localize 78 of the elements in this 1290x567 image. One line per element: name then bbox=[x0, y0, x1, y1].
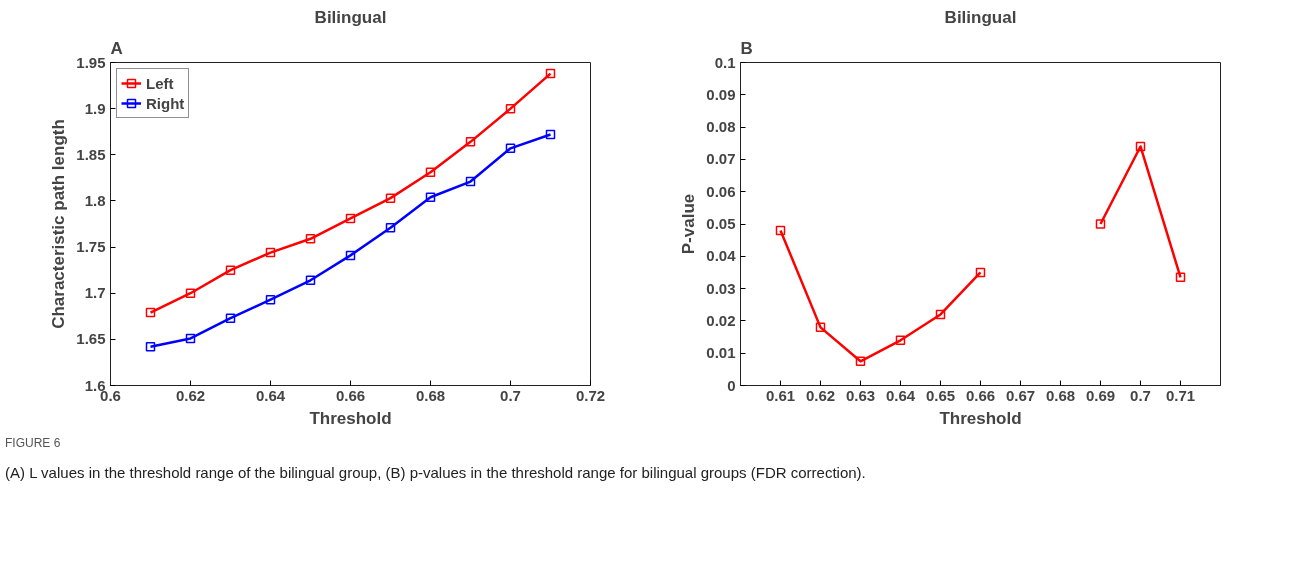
x-tick-label: 0.62 bbox=[805, 386, 836, 404]
y-tick-label: 1.65 bbox=[76, 330, 106, 348]
y-tick-label: 1.9 bbox=[84, 99, 106, 117]
point bbox=[425, 192, 436, 202]
y-tick-label: 1.85 bbox=[76, 145, 106, 163]
y-tick-label: 1.8 bbox=[84, 191, 106, 209]
caption: FIGURE 6 bbox=[5, 435, 61, 452]
y-tick-label: 0.09 bbox=[706, 85, 736, 103]
chart-title: Bilingual bbox=[944, 7, 1017, 27]
y-tick-label: 0.04 bbox=[706, 247, 737, 265]
x-tick-label: 0.66 bbox=[965, 386, 996, 404]
x-tick-label: 0.71 bbox=[1165, 386, 1196, 404]
legend-label: Left bbox=[146, 74, 174, 92]
point bbox=[265, 294, 276, 305]
x-tick-label: 0.7 bbox=[1130, 386, 1151, 404]
point bbox=[265, 247, 276, 258]
point bbox=[545, 129, 556, 140]
y-tick-label: 0.03 bbox=[706, 279, 736, 297]
y-tick-label: 0.06 bbox=[706, 182, 736, 200]
x-tick-label: 0.68 bbox=[415, 386, 446, 404]
y-axis-title: Characteristic path length bbox=[49, 119, 69, 329]
y-axis-title: P-value bbox=[679, 193, 699, 255]
point bbox=[505, 103, 516, 114]
point bbox=[185, 288, 196, 298]
text: A bbox=[110, 38, 123, 58]
point bbox=[465, 176, 476, 187]
x-tick-label: 0.67 bbox=[1005, 386, 1036, 404]
point bbox=[895, 335, 906, 346]
point bbox=[1175, 272, 1186, 283]
point bbox=[345, 213, 356, 224]
x-axis-title: Threshold bbox=[939, 408, 1022, 428]
point bbox=[305, 234, 316, 244]
y-tick-label: 0.08 bbox=[706, 118, 736, 136]
x-tick-label: 0.68 bbox=[1045, 386, 1076, 404]
text: (A) L values in the threshold range of the bilingual group, (B) p-values in the threshold range for bilingual groups (FDR correction). bbox=[5, 463, 866, 484]
point bbox=[385, 222, 396, 233]
point bbox=[145, 307, 156, 318]
x-tick-label: 0.64 bbox=[255, 386, 286, 404]
point bbox=[1095, 219, 1106, 229]
x-tick-label: 0.64 bbox=[885, 386, 916, 404]
point bbox=[545, 68, 556, 79]
point bbox=[775, 225, 786, 236]
y-tick-label: 0.1 bbox=[714, 53, 736, 71]
point bbox=[1135, 141, 1146, 152]
y-tick-label: 0.07 bbox=[706, 150, 736, 168]
point bbox=[225, 265, 236, 275]
x-tick-label: 0.7 bbox=[500, 386, 521, 404]
point bbox=[505, 143, 516, 154]
point bbox=[225, 313, 236, 323]
text: B bbox=[740, 38, 753, 58]
point bbox=[975, 267, 986, 278]
legend-label: Right bbox=[146, 94, 185, 112]
point bbox=[815, 322, 826, 333]
y-tick-label: 0.02 bbox=[706, 311, 736, 329]
point bbox=[305, 275, 316, 286]
point bbox=[935, 309, 946, 320]
x-axis-title: Threshold bbox=[309, 408, 392, 428]
x-tick-label: 0.72 bbox=[575, 386, 606, 404]
x-tick-label: 0.69 bbox=[1085, 386, 1116, 404]
y-tick-label: 0.01 bbox=[706, 344, 736, 362]
chart-title: Bilingual bbox=[314, 7, 387, 27]
y-tick-label: 1.7 bbox=[84, 284, 106, 302]
y-tick-label: 0 bbox=[727, 376, 736, 394]
x-tick-label: 0.62 bbox=[175, 386, 206, 404]
y-tick-label: 0.05 bbox=[706, 215, 736, 232]
point bbox=[185, 333, 196, 344]
y-tick-label: 1.75 bbox=[76, 238, 106, 256]
y-tick-label: 1.95 bbox=[76, 53, 106, 71]
point bbox=[345, 250, 356, 261]
x-tick-label: 0.63 bbox=[845, 386, 876, 404]
point bbox=[465, 137, 476, 147]
point bbox=[145, 341, 156, 352]
x-tick-label: 0.61 bbox=[765, 386, 796, 404]
x-tick-label: 0.66 bbox=[335, 386, 366, 404]
point bbox=[855, 356, 866, 367]
point bbox=[385, 193, 396, 203]
point bbox=[425, 167, 436, 178]
x-tick-label: 0.65 bbox=[925, 386, 956, 404]
